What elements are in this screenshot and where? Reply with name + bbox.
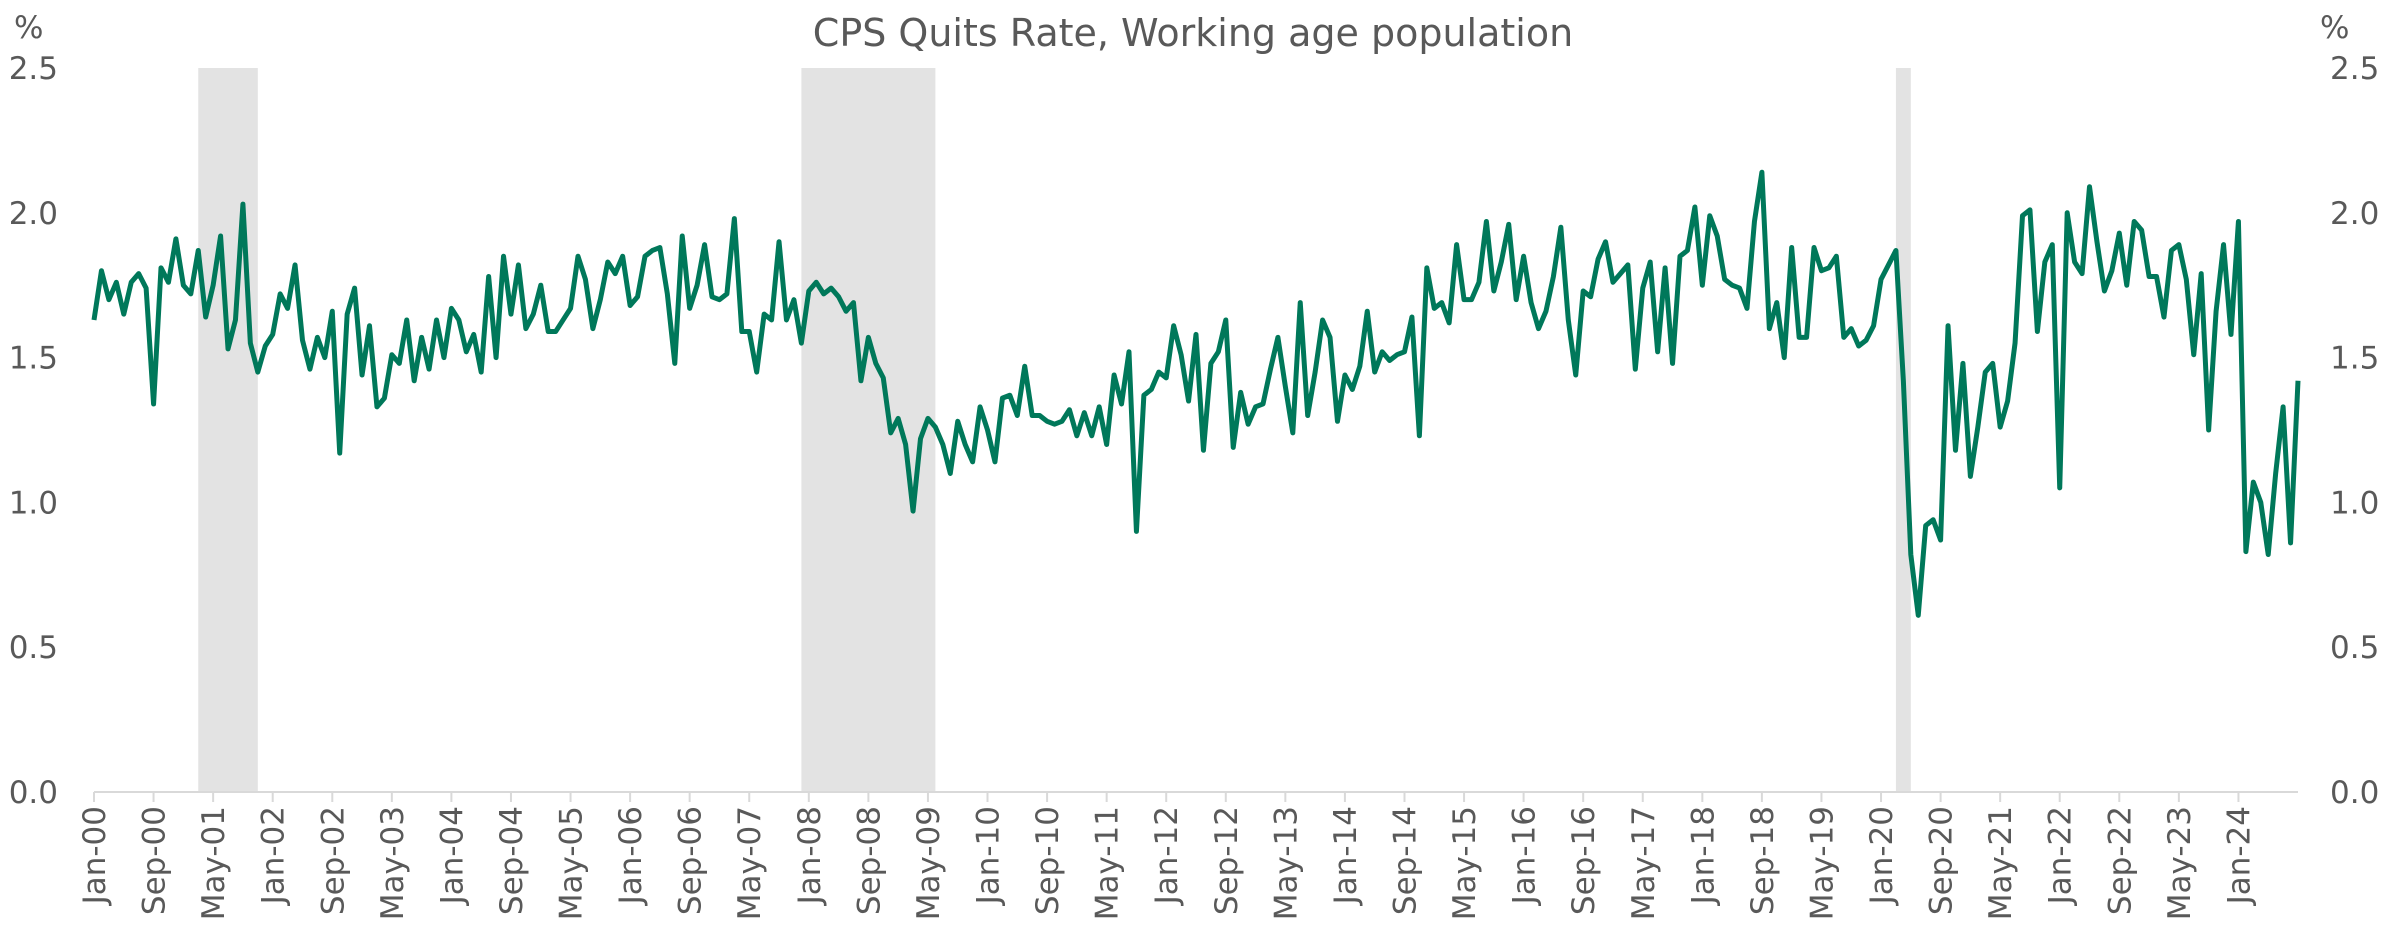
x-tick-label: Jan-18 — [1685, 806, 1721, 906]
y-tick-label: 0.0 — [9, 775, 58, 811]
x-tick-label: May-19 — [1804, 806, 1840, 920]
x-tick-label: Sep-08 — [851, 806, 887, 915]
x-tick-label: May-11 — [1090, 806, 1126, 920]
y-tick-label: 2.0 — [9, 196, 58, 232]
y2-tick-label: 1.5 — [2330, 341, 2379, 377]
x-tick-label: May-21 — [1983, 806, 2019, 920]
x-tick-label: May-13 — [1268, 806, 1304, 920]
x-tick-label: Jan-22 — [2043, 806, 2079, 906]
x-tick-label: Jan-10 — [971, 806, 1007, 906]
x-tick-label: May-17 — [1626, 806, 1662, 920]
x-tick-label: May-03 — [375, 806, 411, 920]
y-tick-label: 1.5 — [9, 341, 58, 377]
x-tick-label: Jan-14 — [1328, 806, 1364, 906]
y-tick-label: 1.0 — [9, 485, 58, 521]
x-tick-label: Sep-04 — [494, 806, 530, 915]
x-tick-label: May-05 — [554, 806, 590, 920]
x-tick-label: May-23 — [2162, 806, 2198, 920]
x-tick-label: May-01 — [196, 806, 232, 920]
x-tick-label: Sep-16 — [1566, 806, 1602, 915]
x-tick-label: Sep-18 — [1745, 806, 1781, 915]
y-tick-label: 0.5 — [9, 630, 58, 666]
x-tick-label: Sep-14 — [1387, 806, 1423, 915]
x-tick-label: May-07 — [732, 806, 768, 920]
y-axis-label: % — [14, 10, 43, 46]
x-tick-label: Sep-20 — [1924, 806, 1960, 915]
x-tick-label: Sep-00 — [137, 806, 173, 915]
y2-tick-label: 2.0 — [2330, 196, 2379, 232]
x-tick-label: Sep-10 — [1030, 806, 1066, 915]
x-tick-label: May-15 — [1447, 806, 1483, 920]
chart-title: CPS Quits Rate, Working age population — [813, 11, 1573, 55]
y2-tick-label: 0.0 — [2330, 775, 2379, 811]
y2-axis-label: % — [2320, 10, 2349, 46]
y2-tick-label: 0.5 — [2330, 630, 2379, 666]
y2-tick-label: 2.5 — [2330, 51, 2379, 87]
x-tick-label: Jan-20 — [1864, 806, 1900, 906]
x-tick-label: Sep-22 — [2102, 806, 2138, 915]
x-tick-label: May-09 — [911, 806, 947, 920]
x-tick-label: Jan-04 — [434, 806, 470, 906]
x-tick-label: Jan-24 — [2221, 806, 2257, 906]
shaded-period — [198, 68, 258, 792]
shaded-period — [801, 68, 936, 792]
y2-tick-label: 1.0 — [2330, 485, 2379, 521]
x-tick-label: Jan-02 — [256, 806, 292, 906]
x-tick-label: Jan-12 — [1149, 806, 1185, 906]
x-tick-label: Jan-08 — [792, 806, 828, 906]
x-tick-label: Sep-12 — [1209, 806, 1245, 915]
x-tick-label: Sep-06 — [673, 806, 709, 915]
x-tick-label: Jan-06 — [613, 806, 649, 906]
x-tick-label: Jan-00 — [77, 806, 113, 906]
data-line — [91, 169, 2301, 618]
x-tick-label: Sep-02 — [315, 806, 351, 915]
x-tick-label: Jan-16 — [1507, 806, 1543, 906]
y-tick-label: 2.5 — [9, 51, 58, 87]
